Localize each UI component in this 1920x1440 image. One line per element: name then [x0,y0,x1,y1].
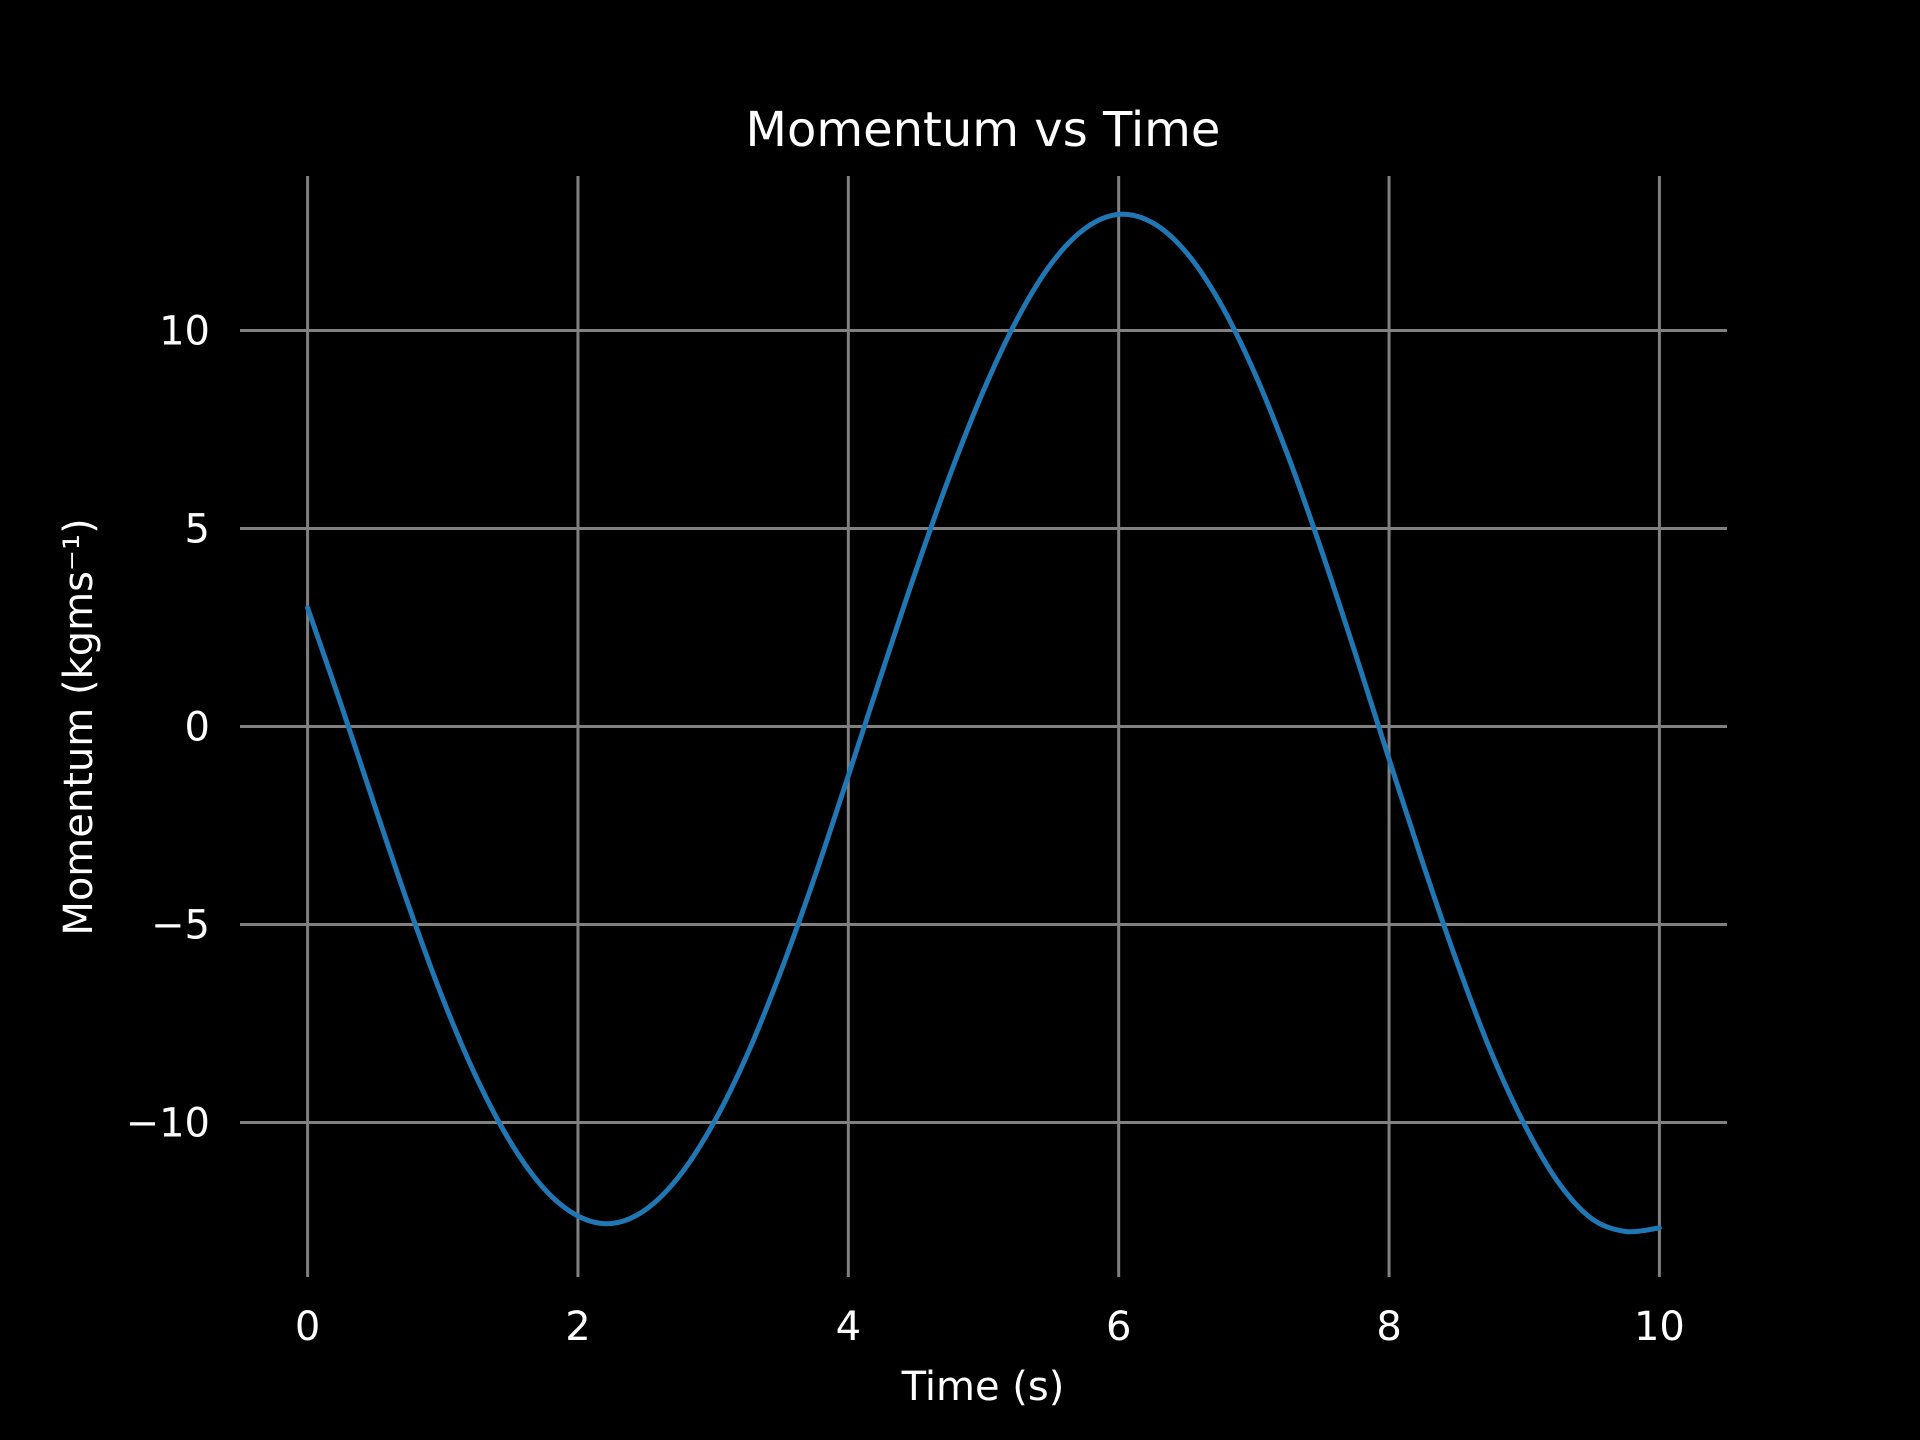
y-tick-label: −5 [151,903,210,949]
y-axis-label: Momentum (kgms⁻¹) [56,518,102,935]
x-tick-label: 6 [1106,1304,1131,1350]
chart-title: Momentum vs Time [746,102,1221,158]
y-tick-label: 5 [185,506,210,552]
x-tick-label: 8 [1376,1304,1401,1350]
x-tick-label: 10 [1634,1304,1685,1350]
x-tick-label: 0 [295,1304,320,1350]
x-tick-label: 4 [836,1304,861,1350]
x-axis-label: Time (s) [901,1364,1065,1410]
series-line-momentum [305,211,1662,1235]
tick-labels: 0 2 4 6 8 10 −10 −5 0 5 10 [126,308,1685,1350]
y-tick-label: −10 [126,1101,210,1147]
x-tick-label: 2 [565,1304,590,1350]
y-tick-label: 10 [159,308,210,354]
series-group [305,211,1662,1235]
grid [240,176,1727,1277]
y-tick-label: 0 [185,705,210,751]
